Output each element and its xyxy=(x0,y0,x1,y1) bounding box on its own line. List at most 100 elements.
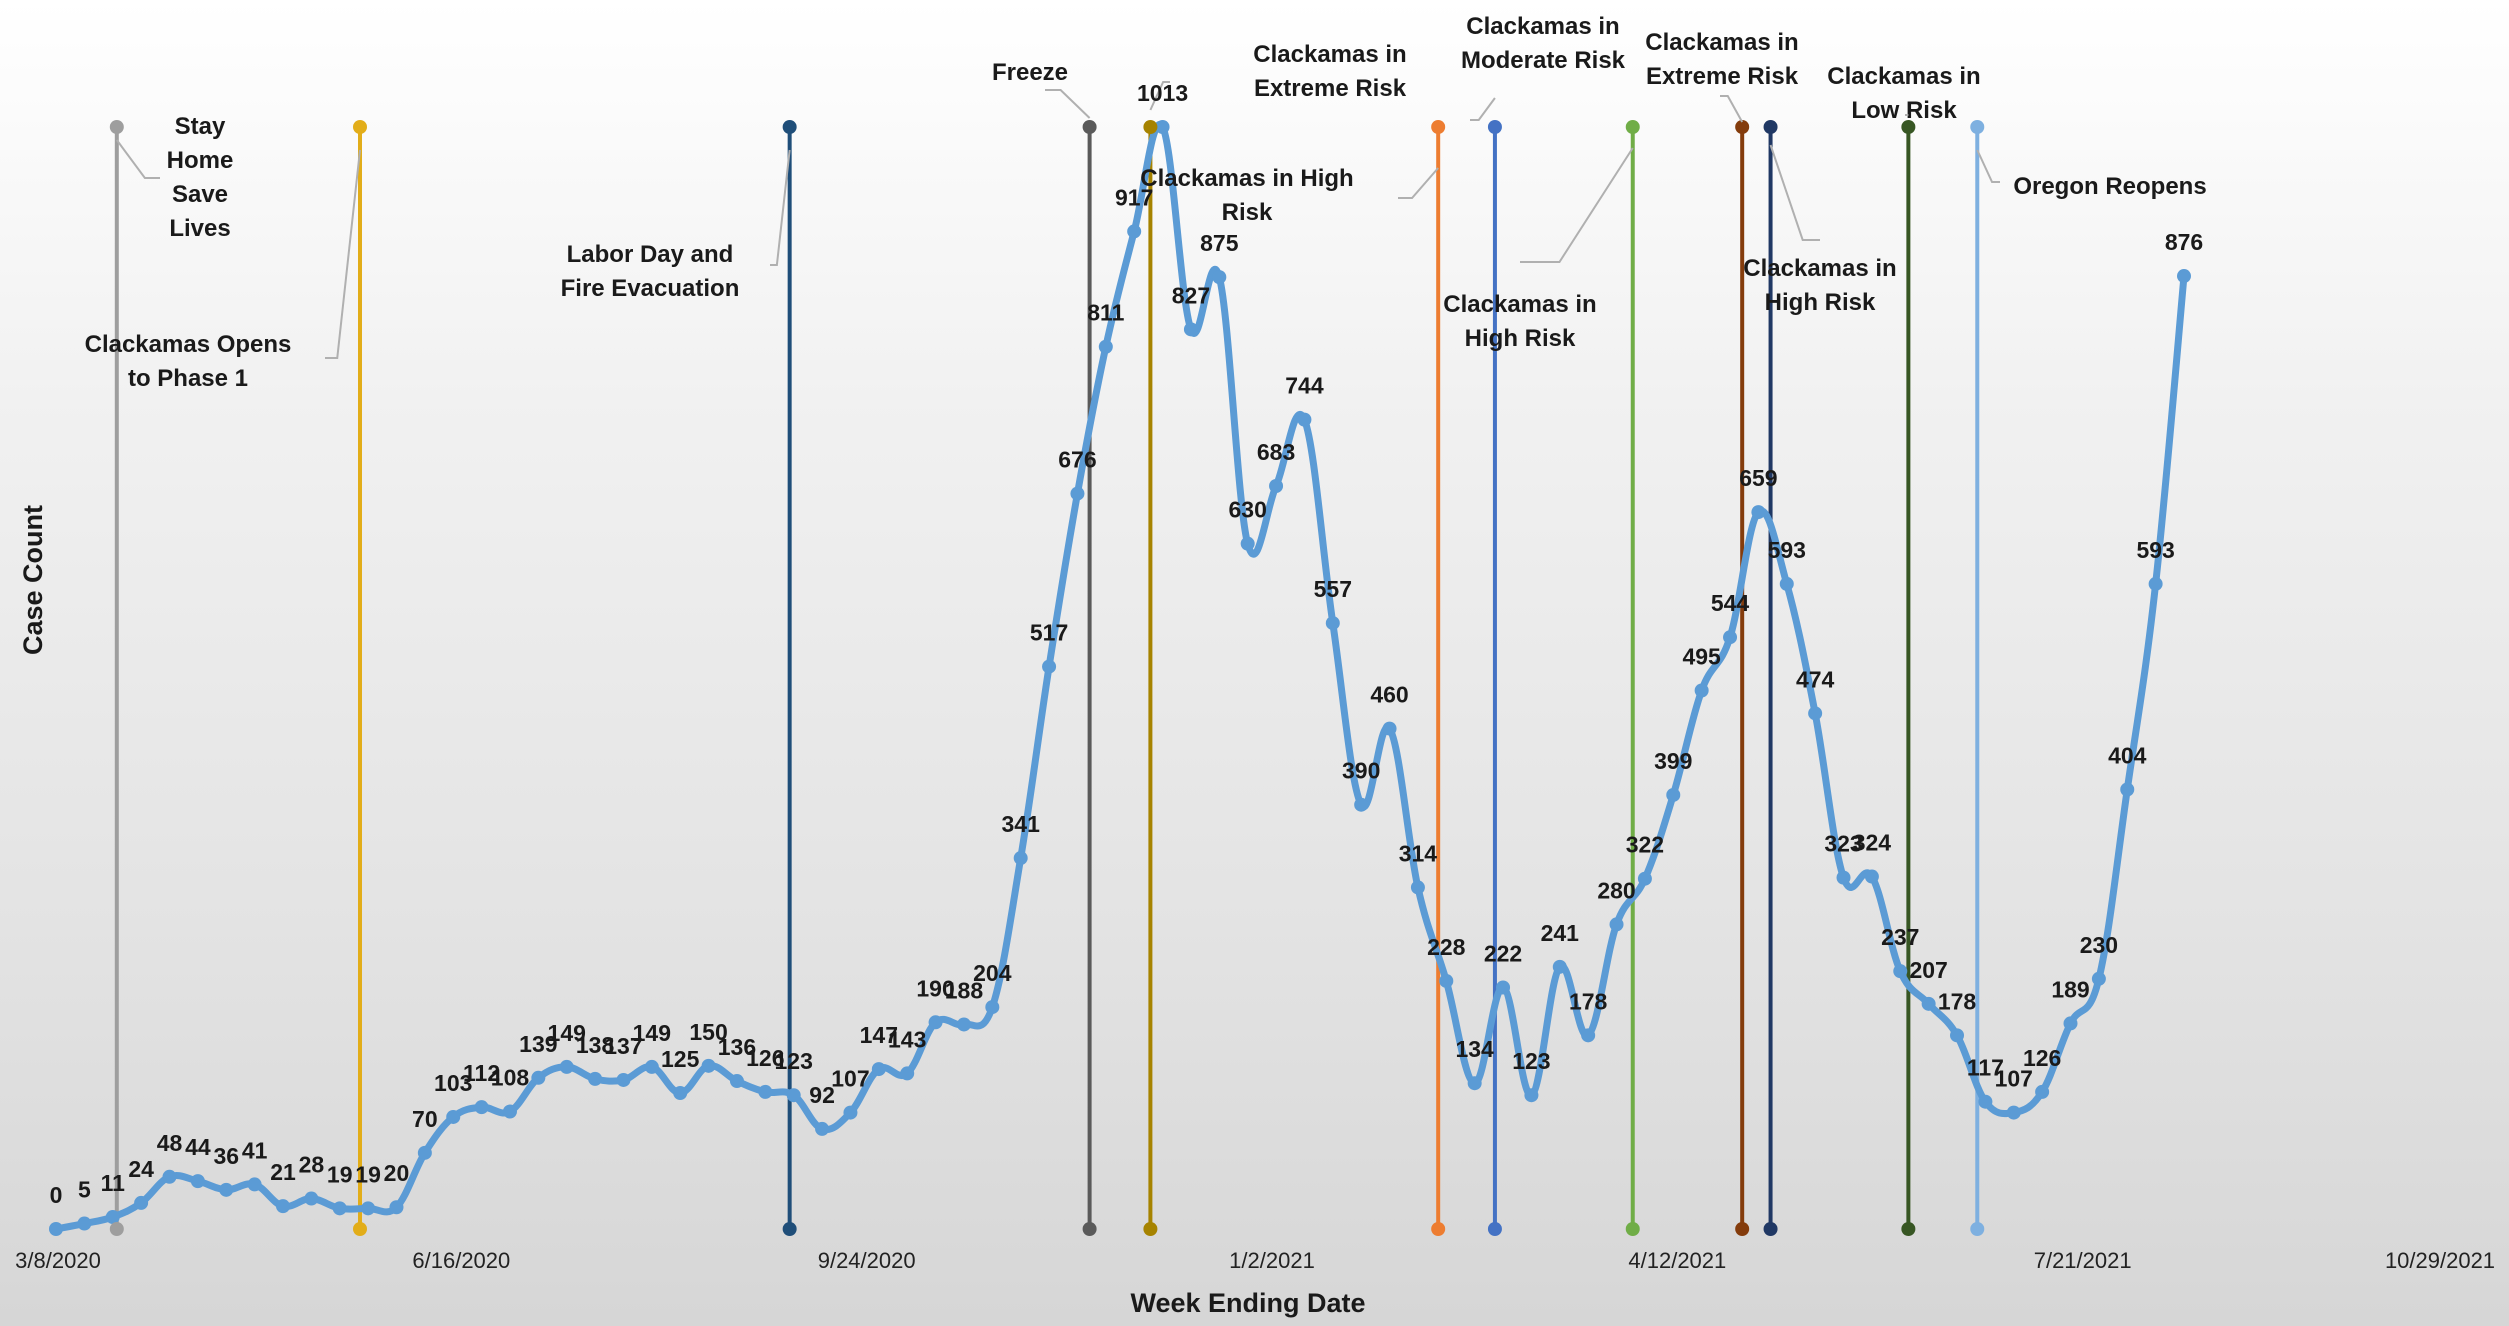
data-point-13 xyxy=(389,1200,404,1215)
data-point-74 xyxy=(2120,782,2135,797)
data-label-26: 126 xyxy=(746,1045,784,1071)
x-tick-label-1: 3/8/2020 xyxy=(15,1248,101,1273)
data-point-18 xyxy=(531,1070,546,1085)
event-callouts: Stay Home Save Lives Clackamas Opens to Phase… xyxy=(85,13,2207,392)
data-label-1: 0 xyxy=(50,1182,63,1208)
event-leader-2 xyxy=(325,149,361,359)
event-callout-10: Clackamas in High Risk xyxy=(1743,255,1896,316)
data-point-27 xyxy=(786,1088,801,1103)
data-point-29 xyxy=(843,1105,858,1120)
data-point-71 xyxy=(2035,1084,2050,1099)
data-point-12 xyxy=(361,1201,376,1216)
data-label-57: 322 xyxy=(1626,832,1664,858)
event-top-marker-8 xyxy=(1625,120,1640,134)
data-point-68 xyxy=(1950,1028,1965,1043)
data-label-20: 138 xyxy=(576,1032,615,1058)
data-label-53: 123 xyxy=(1512,1048,1550,1074)
event-bottom-marker-6 xyxy=(1431,1222,1446,1236)
data-point-23 xyxy=(673,1086,688,1101)
data-point-5 xyxy=(162,1169,177,1184)
event-bottom-marker-9 xyxy=(1735,1222,1750,1236)
data-label-48: 460 xyxy=(1370,682,1408,708)
event-top-marker-10 xyxy=(1763,120,1778,134)
data-point-48 xyxy=(1382,721,1397,736)
data-point-57 xyxy=(1637,871,1652,886)
data-label-16: 112 xyxy=(463,1060,500,1086)
data-label-58: 399 xyxy=(1654,748,1692,774)
data-label-54: 241 xyxy=(1541,920,1580,946)
data-point-67 xyxy=(1921,996,1936,1011)
data-label-76: 876 xyxy=(2165,229,2203,255)
data-label-29: 107 xyxy=(831,1066,869,1092)
series-layer xyxy=(49,120,2191,1236)
event-top-marker-9 xyxy=(1735,120,1750,134)
data-label-12: 19 xyxy=(355,1161,381,1187)
event-callout-6: Clackamas in Extreme Risk xyxy=(1253,41,1406,102)
data-point-7 xyxy=(219,1182,234,1197)
data-label-8: 41 xyxy=(242,1137,268,1163)
data-label-61: 659 xyxy=(1739,465,1777,491)
data-label-68: 178 xyxy=(1938,988,1977,1014)
data-point-14 xyxy=(417,1145,432,1160)
data-label-11: 19 xyxy=(327,1161,353,1187)
data-label-66: 237 xyxy=(1881,924,1919,950)
x-tick-label-7: 10/29/2021 xyxy=(2385,1248,2495,1273)
data-point-11 xyxy=(332,1201,347,1216)
event-bottom-marker-10 xyxy=(1763,1222,1778,1236)
data-point-51 xyxy=(1467,1076,1482,1091)
data-point-66 xyxy=(1893,964,1908,979)
event-top-marker-2 xyxy=(353,120,367,134)
data-point-62 xyxy=(1779,576,1794,591)
data-label-38: 811 xyxy=(1087,300,1124,326)
event-leader-10 xyxy=(1769,144,1820,241)
data-point-34 xyxy=(985,1000,1000,1015)
data-label-6: 44 xyxy=(185,1134,211,1160)
data-point-25 xyxy=(729,1074,744,1089)
event-leader-6 xyxy=(1398,167,1439,199)
event-leader-8 xyxy=(1520,147,1634,263)
data-label-4: 24 xyxy=(128,1156,154,1182)
data-label-50: 228 xyxy=(1427,934,1466,960)
data-point-21 xyxy=(616,1072,631,1087)
event-bottom-marker-11 xyxy=(1901,1222,1916,1236)
data-label-39: 917 xyxy=(1115,184,1153,210)
data-label-73: 230 xyxy=(2080,932,2118,958)
data-label-44: 683 xyxy=(1257,439,1295,465)
data-point-73 xyxy=(2091,971,2106,986)
data-point-55 xyxy=(1581,1028,1596,1043)
data-label-63: 474 xyxy=(1796,666,1835,692)
event-callout-3: Labor Day and Fire Evacuation xyxy=(561,241,740,302)
data-point-56 xyxy=(1609,917,1624,932)
data-point-54 xyxy=(1552,959,1567,974)
data-point-37 xyxy=(1070,486,1085,501)
data-point-75 xyxy=(2148,576,2163,591)
data-point-43 xyxy=(1240,536,1255,551)
event-top-marker-5 xyxy=(1143,120,1158,134)
data-label-21: 137 xyxy=(604,1033,642,1059)
data-label-65: 324 xyxy=(1853,830,1892,856)
data-label-56: 280 xyxy=(1597,877,1635,903)
event-top-marker-6 xyxy=(1431,120,1446,134)
data-point-60 xyxy=(1723,630,1738,645)
data-point-30 xyxy=(871,1062,886,1077)
data-label-9: 21 xyxy=(270,1159,296,1185)
data-label-22: 149 xyxy=(633,1020,671,1046)
data-label-64: 323 xyxy=(1824,831,1862,857)
event-leader-12 xyxy=(1976,149,2000,183)
data-point-20 xyxy=(588,1071,603,1086)
data-point-59 xyxy=(1694,683,1709,698)
data-point-58 xyxy=(1666,787,1681,802)
data-label-14: 70 xyxy=(412,1106,438,1132)
data-label-27: 123 xyxy=(775,1048,813,1074)
event-leader-3 xyxy=(770,149,791,266)
data-point-72 xyxy=(2063,1016,2078,1031)
x-tick-label-4: 1/2/2021 xyxy=(1229,1248,1315,1273)
y-axis-title: Case Count xyxy=(18,505,48,655)
data-label-19: 149 xyxy=(548,1020,586,1046)
data-label-45: 744 xyxy=(1285,373,1324,399)
data-point-26 xyxy=(758,1084,773,1099)
data-label-49: 314 xyxy=(1399,840,1438,866)
data-label-25: 136 xyxy=(718,1034,756,1060)
data-label-5: 48 xyxy=(157,1130,183,1156)
data-point-28 xyxy=(815,1121,830,1136)
